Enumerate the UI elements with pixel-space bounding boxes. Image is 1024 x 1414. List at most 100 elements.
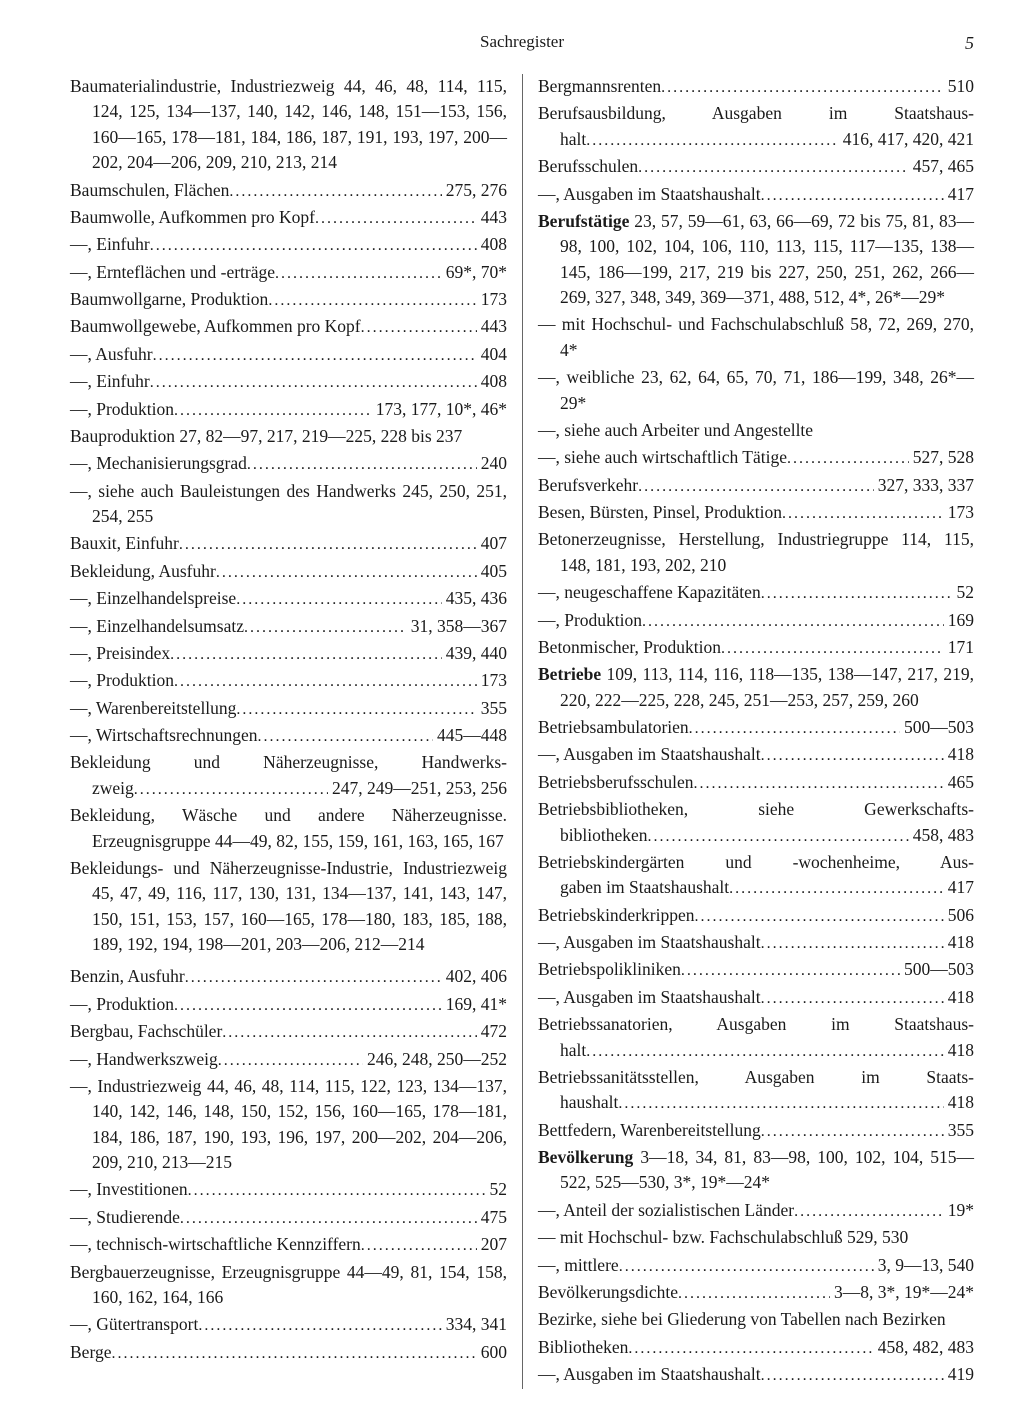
leader-dots [761, 987, 944, 1010]
entry-pages: 418 [944, 985, 974, 1010]
entry-text: Bergbau, Fachschüler [70, 1019, 222, 1044]
entry-text: Betriebsambulatorien [538, 715, 689, 740]
entry-pages: 3—8, 3*, 19*—24* [830, 1280, 974, 1305]
entry-text: —, Warenbereitstellung [70, 696, 236, 721]
entry-pages: 173 [477, 668, 507, 693]
entry-pages: 207 [477, 1232, 507, 1257]
index-entry: Bekleidung, Wäsche und andere Näherzeugn… [70, 803, 507, 854]
entry-text: —, neugeschaffene Kapazitäten [538, 580, 761, 605]
entry-pages: 408 [477, 369, 507, 394]
entry-text: Bauxit, Einfuhr [70, 531, 179, 556]
entry-text: —, Anteil der sozialistischen Länder [538, 1198, 794, 1223]
index-entry: —, Einfuhr 408 [70, 369, 507, 394]
index-entry: Bekleidungs- und Näherzeugnisse-Industri… [70, 856, 507, 958]
entry-text: Baumwollgewebe, Aufkommen pro Kopf [70, 314, 361, 339]
entry-text: —, Einfuhr [70, 232, 150, 257]
entry-pages: 443 [477, 314, 507, 339]
entry-text: —, Handwerkszweig [70, 1047, 218, 1072]
entry-text: —, Produktion [70, 992, 174, 1017]
leader-dots [188, 1179, 486, 1202]
entry-text: —, Ernteflächen und -erträge [70, 260, 275, 285]
entry-text: —, technisch-wirtschaftliche Kennziffern [70, 1232, 361, 1257]
entry-pages: 475 [477, 1205, 507, 1230]
entry-pages: 407 [477, 531, 507, 556]
index-entry: —, siehe auch Bauleistungen des Handwerk… [70, 479, 507, 530]
leader-dots [681, 959, 900, 982]
entry-pages: 405 [477, 559, 507, 584]
index-entry: Betriebe 109, 113, 114, 116, 118—135, 13… [538, 662, 974, 713]
entry-text: Bergmannsrenten [538, 74, 661, 99]
entry-pages: 19* [944, 1198, 974, 1223]
leader-dots [111, 1342, 476, 1365]
entry-text: Baumwollgarne, Produktion [70, 287, 268, 312]
leader-dots [361, 1234, 477, 1257]
index-entry: —, Industriezweig 44, 46, 48, 114, 115, … [70, 1074, 507, 1176]
index-entry: Benzin, Ausfuhr 402, 406 [70, 964, 507, 989]
index-entry: —, Produktion 173, 177, 10*, 46* [70, 397, 507, 422]
entry-pages: 173 [477, 287, 507, 312]
index-entry: Bibliotheken 458, 482, 483 [538, 1335, 974, 1360]
leader-dots [153, 344, 477, 367]
entry-pages: 419 [944, 1362, 974, 1387]
leader-dots [198, 1314, 441, 1337]
leader-dots [150, 234, 477, 257]
entry-pages: 527, 528 [909, 445, 974, 470]
entry-text: Betonmischer, Produktion [538, 635, 721, 660]
entry-text: —, Einzelhandelspreise [70, 586, 236, 611]
entry-pages: 510 [944, 74, 974, 99]
index-entry: —, Handwerkszweig 246, 248, 250—252 [70, 1047, 507, 1072]
index-entry: Baumwollgewebe, Aufkommen pro Kopf 443 [70, 314, 507, 339]
index-entry: —, Ausgaben im Staatshaushalt 418 [538, 930, 974, 955]
entry-text: Berufsschulen [538, 154, 638, 179]
left-column: Baumaterialindustrie, Industriezweig 44,… [70, 74, 522, 1389]
leader-dots [180, 1207, 477, 1230]
entry-pages: 31, 358—367 [407, 614, 507, 639]
index-entry: Betriebsbibliotheken, siehe Gewerkschaft… [538, 797, 974, 848]
index-entry: —, siehe auch Arbeiter und Angestellte [538, 418, 974, 443]
index-entry: —, Produktion 169 [538, 608, 974, 633]
entry-text: Betriebskinderkrippen [538, 903, 694, 928]
entry-pages: 435, 436 [442, 586, 507, 611]
leader-dots [170, 643, 442, 666]
entry-pages: 417 [944, 182, 974, 207]
entry-pages: 169 [944, 608, 974, 633]
index-entry: —, Produktion 169, 41* [70, 992, 507, 1017]
index-entry: Bauxit, Einfuhr 407 [70, 531, 507, 556]
leader-dots [236, 588, 442, 611]
leader-dots [694, 905, 943, 928]
leader-dots [150, 371, 477, 394]
entry-text: —, Produktion [538, 608, 642, 633]
index-entry: —, Ausgaben im Staatshaushalt 418 [538, 742, 974, 767]
entry-text: Bettfedern, Warenbereitstellung [538, 1118, 761, 1143]
index-entry: Betriebskindergärten und -wochenheime, A… [538, 850, 974, 901]
index-entry: —, Anteil der sozialistischen Länder 19* [538, 1198, 974, 1223]
index-entry: —, Einfuhr 408 [70, 232, 507, 257]
entry-pages: 246, 248, 250—252 [363, 1047, 507, 1072]
leader-dots [244, 616, 407, 639]
index-entry: —, Mechanisierungsgrad 240 [70, 451, 507, 476]
index-entry: Bergmannsrenten 510 [538, 74, 974, 99]
index-entry: —, technisch-wirtschaftliche Kennziffern… [70, 1232, 507, 1257]
entry-text: —, Einfuhr [70, 369, 150, 394]
leader-dots [782, 502, 944, 525]
index-entry: —, Ausfuhr 404 [70, 342, 507, 367]
entry-text: —, Produktion [70, 397, 174, 422]
index-entry: Berufsschulen 457, 465 [538, 154, 974, 179]
entry-text: —, Ausfuhr [70, 342, 153, 367]
leader-dots [678, 1282, 830, 1305]
leader-dots [787, 447, 909, 470]
index-entry: Betriebspolikliniken 500—503 [538, 957, 974, 982]
index-entry: —, weibliche 23, 62, 64, 65, 70, 71, 186… [538, 365, 974, 416]
entry-text: Baumwolle, Aufkommen pro Kopf [70, 205, 315, 230]
index-entry: —, Ernteflächen und -erträge 69*, 70* [70, 260, 507, 285]
leader-dots [619, 1255, 874, 1278]
leader-dots [174, 994, 442, 1017]
entry-pages: 439, 440 [442, 641, 507, 666]
index-entry: Bekleidung, Ausfuhr 405 [70, 559, 507, 584]
entry-text: —, Gütertransport [70, 1312, 198, 1337]
leader-dots [661, 76, 944, 99]
index-entry: Bettfedern, Warenbereitstellung 355 [538, 1118, 974, 1143]
index-entry: Baumaterialindustrie, Industriezweig 44,… [70, 74, 507, 176]
entry-pages: 402, 406 [442, 964, 507, 989]
leader-dots [315, 207, 477, 230]
